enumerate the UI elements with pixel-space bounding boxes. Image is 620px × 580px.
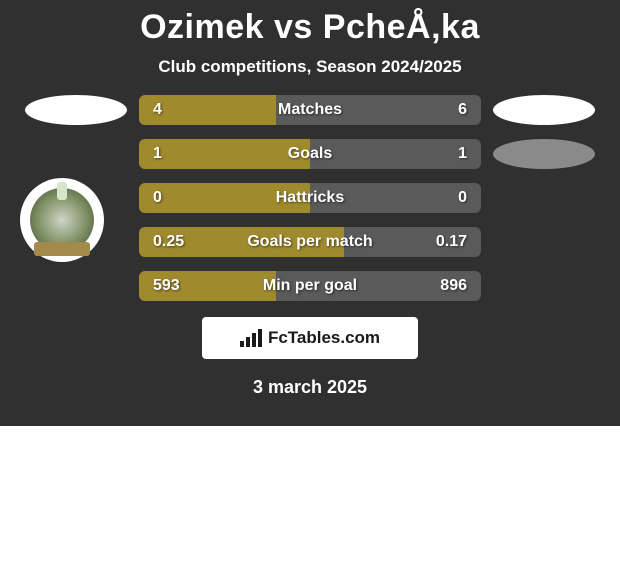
club-logo-ribbon <box>34 242 90 256</box>
stat-bar: 4Matches6 <box>139 95 481 125</box>
stat-label: Hattricks <box>139 183 481 213</box>
stat-row: 593Min per goal896 <box>0 271 620 301</box>
stat-value-right: 896 <box>440 271 467 301</box>
player-b-badge <box>493 139 595 169</box>
player-b-name: PcheÅ‚ka <box>323 8 480 46</box>
player-b-badge <box>493 95 595 125</box>
subtitle: Club competitions, Season 2024/2025 <box>0 51 620 95</box>
stat-bar: 1Goals1 <box>139 139 481 169</box>
stat-row: 1Goals1 <box>0 139 620 169</box>
stat-value-right: 0.17 <box>436 227 467 257</box>
attribution-text: FcTables.com <box>268 328 380 348</box>
bar-chart-icon <box>240 329 262 347</box>
stat-row: 4Matches6 <box>0 95 620 125</box>
stat-value-right: 0 <box>458 183 467 213</box>
spacer <box>25 139 127 169</box>
stat-value-right: 1 <box>458 139 467 169</box>
club-logo-inner <box>30 188 94 252</box>
stat-label: Goals <box>139 139 481 169</box>
vs-separator: vs <box>274 8 313 46</box>
stat-label: Min per goal <box>139 271 481 301</box>
stat-label: Matches <box>139 95 481 125</box>
bar-wrap: 593Min per goal896 <box>139 271 481 301</box>
attribution-badge: FcTables.com <box>202 317 418 359</box>
stat-bar: 0Hattricks0 <box>139 183 481 213</box>
spacer <box>493 271 595 301</box>
spacer <box>493 227 595 257</box>
stat-label: Goals per match <box>139 227 481 257</box>
bar-wrap: 0Hattricks0 <box>139 183 481 213</box>
date-label: 3 march 2025 <box>0 359 620 398</box>
bar-wrap: 1Goals1 <box>139 139 481 169</box>
bar-wrap: 4Matches6 <box>139 95 481 125</box>
player-a-name: Ozimek <box>140 8 264 46</box>
spacer <box>25 271 127 301</box>
stat-value-right: 6 <box>458 95 467 125</box>
stat-bar: 0.25Goals per match0.17 <box>139 227 481 257</box>
stat-bar: 593Min per goal896 <box>139 271 481 301</box>
player-a-badge <box>25 95 127 125</box>
spacer <box>493 183 595 213</box>
bar-wrap: 0.25Goals per match0.17 <box>139 227 481 257</box>
club-logo <box>20 178 104 262</box>
page-title: Ozimek vs PcheÅ‚ka <box>0 0 620 51</box>
club-logo-stripe <box>57 182 67 200</box>
